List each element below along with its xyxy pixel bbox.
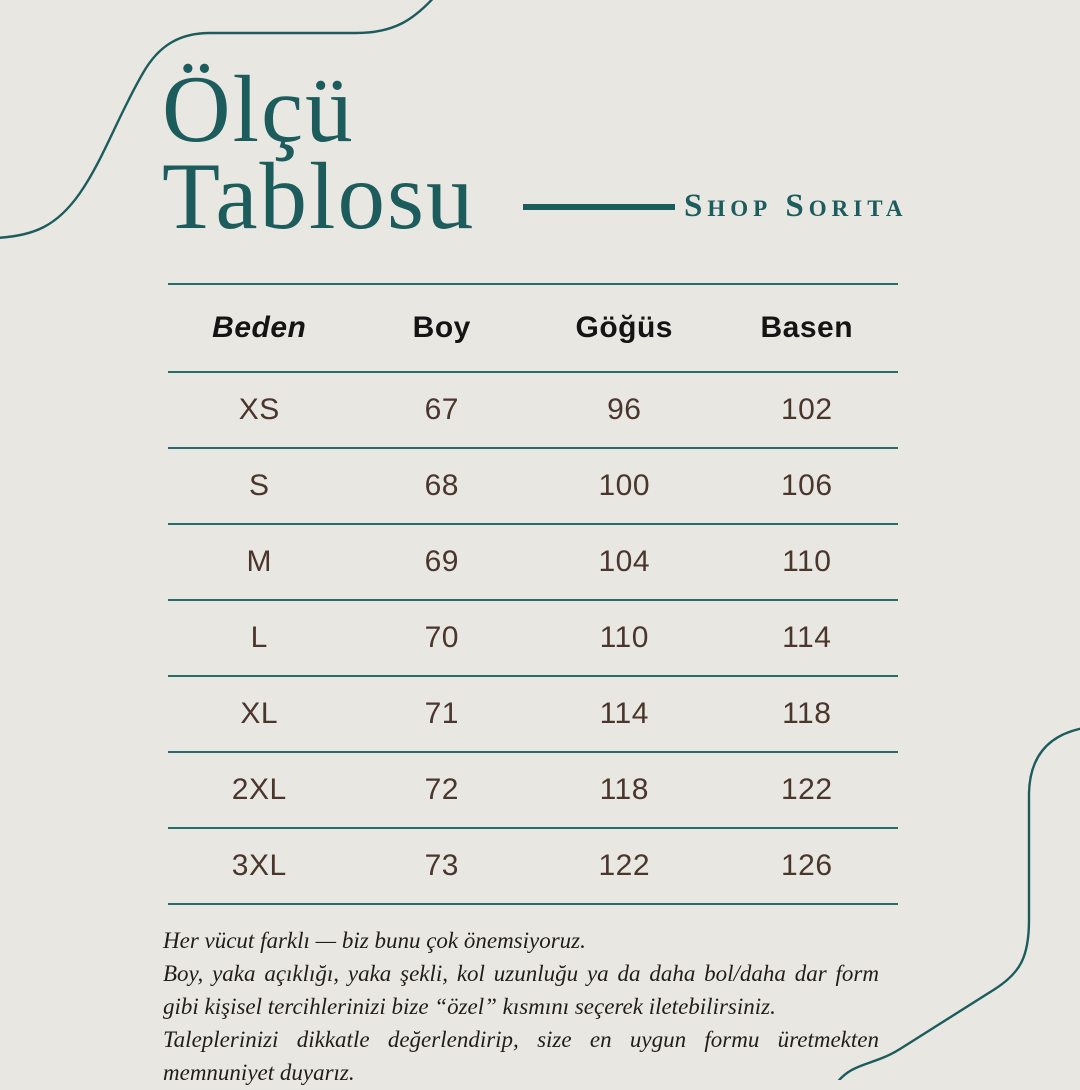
- table-cell: M: [246, 545, 272, 578]
- table-cell: 122: [780, 773, 833, 806]
- table-cell: 122: [598, 849, 651, 882]
- table-cell: 2XL: [231, 773, 287, 806]
- table-cell: 70: [424, 621, 459, 654]
- table-cell: S: [248, 469, 270, 502]
- table-cell: 71: [424, 697, 459, 730]
- column-header-basen: Basen: [760, 311, 854, 344]
- table-cell: XS: [238, 393, 280, 426]
- table-row: XL 71 114 118: [168, 677, 898, 753]
- table-cell: L: [250, 621, 268, 654]
- footer-paragraph-2: Boy, yaka açıklığı, yaka şekli, kol uzun…: [163, 961, 879, 1020]
- table-cell: 118: [782, 697, 832, 730]
- footer-note: Her vücut farklı — biz bunu çok önemsiyo…: [163, 924, 879, 1090]
- page-title-line-1: Ölçü: [162, 56, 355, 162]
- table-header-row: Beden Boy Göğüs Basen: [168, 283, 898, 373]
- table-row: M 69 104 110: [168, 525, 898, 601]
- table-cell: 3XL: [231, 849, 287, 882]
- table-cell: 110: [782, 545, 832, 578]
- page-title-line-2: Tablosu: [162, 143, 476, 249]
- table-cell: 73: [424, 849, 459, 882]
- footer-paragraph-3: Taleplerinizi dikkatle değerlendirip, si…: [163, 1027, 879, 1086]
- table-cell: 106: [780, 469, 833, 502]
- table-row: S 68 100 106: [168, 449, 898, 525]
- table-row: 2XL 72 118 122: [168, 753, 898, 829]
- table-cell: 126: [780, 849, 833, 882]
- table-row: XS 67 96 102: [168, 373, 898, 449]
- table-row: 3XL 73 122 126: [168, 829, 898, 905]
- table-cell: XL: [240, 697, 279, 730]
- table-cell: 104: [598, 545, 651, 578]
- brand-name: Shop Sorita: [684, 188, 908, 224]
- table-row: L 70 110 114: [168, 601, 898, 677]
- column-header-beden: Beden: [212, 311, 307, 344]
- table-cell: 102: [780, 393, 833, 426]
- table-cell: 96: [607, 393, 642, 426]
- table-cell: 69: [424, 545, 459, 578]
- table-cell: 67: [424, 393, 459, 426]
- table-cell: 114: [782, 621, 832, 654]
- corner-curve-bottom-right-icon: [837, 727, 1080, 1080]
- table-cell: 100: [598, 469, 651, 502]
- footer-paragraph-1: Her vücut farklı — biz bunu çok önemsiyo…: [163, 928, 586, 953]
- table-cell: 110: [599, 621, 649, 654]
- table-cell: 118: [599, 773, 649, 806]
- title-brand-divider: [523, 204, 675, 210]
- table-cell: 68: [424, 469, 459, 502]
- page-title: Ölçü Tablosu: [162, 56, 476, 249]
- column-header-boy: Boy: [412, 311, 471, 344]
- table-cell: 72: [424, 773, 459, 806]
- corner-curve-top-left-icon: [0, 0, 434, 239]
- table-body: XS 67 96 102 S 68 100 106 M 69 104 110 L 70 110 114 XL 71…: [168, 373, 898, 905]
- table-cell: 114: [599, 697, 649, 730]
- size-table: Beden Boy Göğüs Basen XS 67 96 102 S 68 100 106…: [168, 283, 898, 905]
- column-header-gogus: Göğüs: [575, 311, 673, 344]
